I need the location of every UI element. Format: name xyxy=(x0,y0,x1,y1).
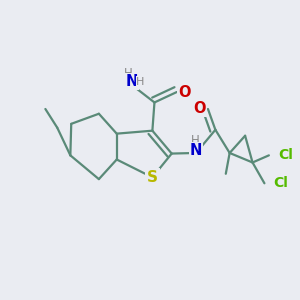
Text: H: H xyxy=(136,76,145,87)
Text: Cl: Cl xyxy=(278,148,293,162)
Text: O: O xyxy=(194,101,206,116)
Text: H: H xyxy=(191,134,200,147)
Text: N: N xyxy=(190,142,202,158)
Text: Cl: Cl xyxy=(273,176,288,190)
Text: O: O xyxy=(178,85,190,100)
Text: S: S xyxy=(147,170,158,185)
Text: H: H xyxy=(124,68,133,80)
Text: N: N xyxy=(126,74,138,89)
